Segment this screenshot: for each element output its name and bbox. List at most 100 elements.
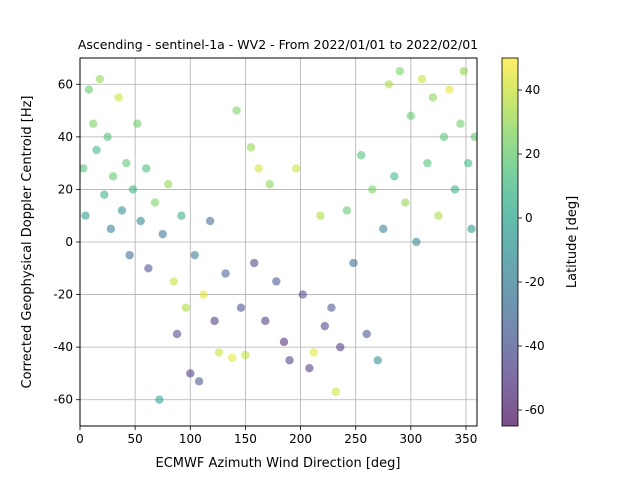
data-point [246,143,256,152]
y-tick-label: 40 [58,130,73,144]
data-point [395,66,405,76]
data-point [463,158,473,168]
data-point [155,395,164,404]
data-point [412,237,421,247]
data-point [439,132,449,142]
data-point [423,158,432,168]
chart-title: Ascending - sentinel-1a - WV2 - From 202… [78,37,478,52]
data-point [150,198,160,207]
grid-lines [79,58,477,426]
data-point [459,66,468,76]
data-point [172,329,182,339]
data-point [164,179,173,189]
data-point [428,93,438,102]
data-point [92,145,101,155]
data-point [122,158,131,168]
data-point [373,356,382,365]
colorbar-tick-label: -60 [525,403,545,417]
data-point [84,85,94,94]
data-point [227,353,237,362]
colorbar-label: Latitude [deg] [565,196,580,288]
data-point [128,185,138,194]
data-point [470,132,477,142]
data-point [305,363,314,373]
data-point [401,198,410,207]
x-tick-label: 50 [127,432,142,446]
data-point [467,224,476,234]
data-point [100,190,109,199]
data-point [114,93,123,102]
data-point [298,290,307,299]
x-tick-label: 300 [399,432,422,446]
data-point [186,369,195,378]
data-point [279,337,289,347]
data-point [309,348,318,357]
x-tick-label: 100 [179,432,202,446]
data-point [320,321,330,331]
x-tick-label: 350 [455,432,478,446]
y-axis-ticks: -60 -40 -20 0 20 40 60 [53,77,80,407]
data-point [445,85,454,94]
colorbar-bar [501,57,519,427]
data-point [261,316,270,326]
data-point [241,350,250,360]
y-tick-label: 20 [58,182,73,196]
data-point [272,277,281,286]
y-tick-label: 60 [58,77,73,91]
data-point [327,303,336,312]
data-point [194,377,204,386]
data-point [81,211,90,220]
data-point [205,216,215,226]
data-point [158,229,167,239]
data-point [136,216,145,226]
data-point [125,250,134,260]
data-point [349,258,358,268]
x-axis-label: ECMWF Azimuth Wind Direction [deg] [156,456,401,471]
data-point [80,164,88,173]
data-point [406,111,416,121]
data-point [103,132,112,142]
data-point [362,329,371,339]
data-point [108,172,118,181]
data-point [368,185,377,194]
data-point [291,164,301,173]
colorbar: -60 -40 -20 0 20 40 [501,57,545,427]
data-point [336,342,345,352]
data-point [342,206,352,215]
data-point [89,119,98,128]
data-point [106,224,116,234]
x-tick-label: 0 [76,432,84,446]
colorbar-tick-label: 20 [525,147,540,161]
data-point [210,316,219,326]
data-points [80,66,477,404]
data-point [232,106,241,115]
data-point [450,185,460,194]
data-point [456,119,465,128]
data-point [169,277,178,286]
data-point [417,74,427,84]
data-point [357,151,366,160]
data-point [285,356,294,365]
data-point [379,224,388,234]
data-point [181,303,191,312]
colorbar-tick-label: -40 [525,339,545,353]
data-point [117,206,127,215]
data-point [133,119,142,128]
data-point [384,80,393,89]
data-point [177,211,186,220]
data-point [236,303,246,312]
data-point [390,172,399,181]
data-point [144,264,153,273]
data-point [95,74,105,84]
data-point [316,211,325,220]
data-point [265,179,274,189]
data-point [221,269,230,278]
data-point [250,258,259,268]
data-point [141,164,151,173]
data-point [331,387,341,397]
x-tick-label: 200 [289,432,312,446]
x-axis-ticks: 0 50 100 150 200 250 300 350 [76,426,477,446]
x-tick-label: 150 [234,432,257,446]
colorbar-tick-label: -20 [525,275,545,289]
